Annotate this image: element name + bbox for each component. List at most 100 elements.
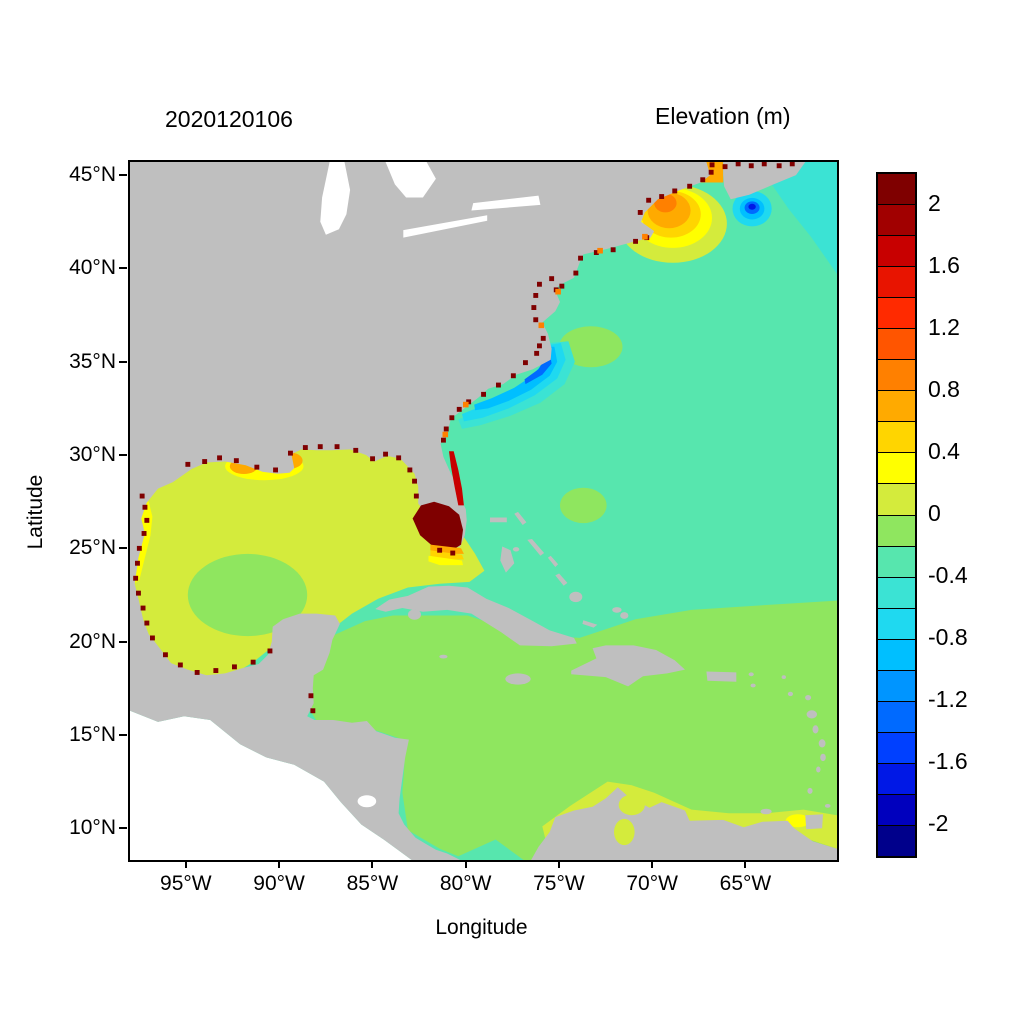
lake-ontario bbox=[471, 195, 541, 211]
isla-juventud bbox=[408, 609, 421, 620]
florida-eastcoast-red bbox=[449, 451, 464, 506]
grand-bahama bbox=[490, 517, 507, 523]
coastal-specks-darkred bbox=[141, 531, 147, 536]
cuba bbox=[375, 585, 577, 647]
coastal-specks-darkred bbox=[150, 635, 155, 641]
coastal-specks-darkred bbox=[233, 458, 239, 464]
coastal-specks-darkred bbox=[144, 620, 150, 626]
x-tick-mark bbox=[371, 860, 374, 868]
coastal-specks-darkred bbox=[549, 276, 555, 282]
elevation-map bbox=[130, 162, 837, 860]
colorbar-segment bbox=[878, 824, 915, 857]
coastal-specks-darkred bbox=[748, 163, 754, 169]
antigua bbox=[805, 695, 812, 701]
colorbar-segment bbox=[878, 638, 915, 670]
guadeloupe bbox=[806, 710, 817, 719]
coastal-specks-darkred bbox=[735, 162, 741, 167]
coastal-specks-darkred bbox=[273, 467, 278, 473]
x-axis-label: Longitude bbox=[435, 916, 528, 939]
coastal-specks-darkred bbox=[185, 461, 191, 467]
pacific-white bbox=[130, 710, 412, 860]
coastal-specks-darkred bbox=[288, 450, 293, 456]
hispaniola bbox=[571, 645, 685, 687]
colorbar-tick-label: -1.6 bbox=[928, 748, 968, 774]
coastal-specks-darkred bbox=[370, 456, 375, 462]
y-tick-mark bbox=[119, 547, 127, 550]
coastal-specks-darkred bbox=[450, 550, 456, 556]
colorbar-segment bbox=[878, 731, 915, 763]
coastal-specks-darkred bbox=[302, 445, 308, 450]
coastal-specks-darkred bbox=[396, 455, 402, 461]
coastal-specks-darkred bbox=[177, 662, 183, 668]
coastal-specks-darkred bbox=[722, 164, 728, 170]
coastal-specks-darkred bbox=[456, 406, 462, 412]
y-tick-label: 15°N bbox=[69, 722, 116, 746]
colorbar-tick-label: 0.8 bbox=[928, 376, 960, 402]
sargasso-green-patch bbox=[560, 487, 607, 524]
coastal-specks-darkred bbox=[540, 335, 546, 341]
x-tick-label: 85°W bbox=[346, 872, 399, 895]
coastal-specks-darkred bbox=[633, 238, 638, 244]
fundy-deepblue-core bbox=[748, 203, 756, 210]
eleuthera bbox=[527, 539, 545, 556]
coastal-specks-darkred bbox=[413, 493, 419, 499]
colorbar-tick-label: -2 bbox=[928, 810, 949, 836]
coastal-specks-orange bbox=[597, 247, 603, 254]
colorbar-segment bbox=[878, 700, 915, 732]
coastal-specks-darkred bbox=[217, 455, 222, 461]
y-tick-label: 35°N bbox=[69, 349, 116, 373]
x-tick-label: 90°W bbox=[253, 872, 305, 895]
coastal-specks-darkred bbox=[213, 668, 219, 673]
colorbar-segment bbox=[878, 545, 915, 577]
coastal-specks-darkred bbox=[659, 194, 665, 199]
tobago bbox=[824, 804, 831, 808]
y-tick-mark bbox=[119, 173, 127, 176]
coastal-specks-darkred bbox=[537, 281, 542, 287]
x-tick-mark bbox=[184, 860, 187, 868]
coastal-specks-darkred bbox=[776, 163, 782, 169]
coastal-specks-darkred bbox=[407, 467, 413, 473]
y-tick-label: 45°N bbox=[69, 162, 116, 186]
coastal-specks-darkred bbox=[533, 317, 539, 323]
coastal-specks-darkred bbox=[496, 382, 501, 388]
great-inagua bbox=[582, 620, 598, 628]
colorbar-segment bbox=[878, 483, 915, 515]
trinidad bbox=[805, 814, 823, 830]
coastal-specks-darkred bbox=[610, 247, 616, 253]
x-tick-label: 95°W bbox=[160, 872, 212, 895]
coastal-specks-darkred bbox=[334, 444, 340, 450]
coastal-specks-darkred bbox=[687, 183, 693, 189]
coastal-specks-darkred bbox=[531, 305, 537, 310]
colorbar-segment bbox=[878, 328, 915, 360]
colorbar-segment bbox=[878, 297, 915, 329]
coastal-specks-darkred bbox=[510, 373, 516, 379]
caribbean-green bbox=[309, 600, 837, 860]
y-tick-mark bbox=[119, 640, 127, 643]
coastal-specks-darkred bbox=[267, 648, 273, 654]
coastal-specks-darkred bbox=[637, 210, 643, 215]
y-tick-label: 10°N bbox=[69, 816, 116, 840]
coastal-specks-darkred bbox=[232, 664, 237, 670]
colorbar-tick-label: 2 bbox=[928, 190, 941, 216]
coastal-specks-orange bbox=[538, 322, 545, 329]
colorbar-segment bbox=[878, 421, 915, 453]
y-tick-label: 20°N bbox=[69, 629, 116, 653]
lake-huron bbox=[385, 162, 436, 198]
colorbar-segment bbox=[878, 607, 915, 639]
coastal-specks-darkred bbox=[250, 659, 256, 665]
coastal-specks-darkred bbox=[133, 575, 139, 581]
nova-scotia bbox=[723, 162, 806, 200]
martinique bbox=[818, 739, 826, 748]
margarita bbox=[760, 808, 772, 815]
colorbar-segment bbox=[878, 762, 915, 794]
x-tick-mark bbox=[744, 860, 747, 868]
acklins bbox=[569, 591, 583, 603]
long-island-bahamas bbox=[555, 573, 568, 586]
y-tick-mark bbox=[119, 267, 127, 270]
coastal-specks-darkred bbox=[136, 545, 142, 551]
coastal-specks-darkred bbox=[163, 652, 168, 658]
coastal-specks-darkred bbox=[481, 391, 486, 397]
colorbar-tick-label: 0.4 bbox=[928, 438, 960, 464]
coastal-specks-darkred bbox=[135, 560, 140, 566]
